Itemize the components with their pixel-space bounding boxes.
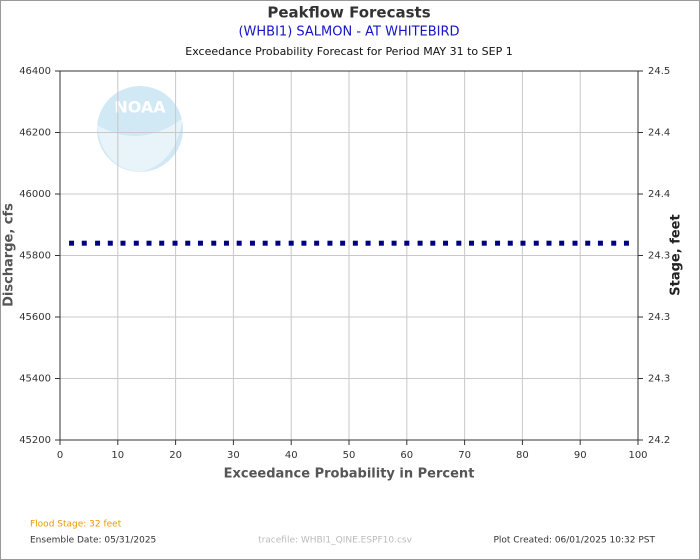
point <box>533 240 539 246</box>
tracefile: tracefile: WHBI1_QINE.ESPF10.csv <box>258 536 413 546</box>
y-tick-label: 46400 <box>19 66 51 77</box>
y2-tick-label: 24.2 <box>648 435 670 446</box>
x-tick-label: 60 <box>400 450 413 461</box>
chart-caption: Exceedance Probability Forecast for Peri… <box>185 45 512 58</box>
point <box>352 240 358 246</box>
point <box>288 240 294 246</box>
point <box>159 240 165 246</box>
point <box>211 240 217 246</box>
point <box>417 240 423 246</box>
y2-tick-label: 24.4 <box>648 189 670 200</box>
x-tick-label: 70 <box>458 450 471 461</box>
x-tick-label: 50 <box>343 450 356 461</box>
point <box>107 240 113 246</box>
point <box>378 240 384 246</box>
flood-stage: Flood Stage: 32 feet <box>30 520 122 530</box>
point <box>469 240 475 246</box>
point <box>81 240 87 246</box>
x-axis-label: Exceedance Probability in Percent <box>224 467 475 482</box>
point <box>365 240 371 246</box>
y2-axis-label: Stage, feet <box>669 214 684 295</box>
point <box>572 240 578 246</box>
point <box>430 240 436 246</box>
y-tick-label: 45600 <box>19 312 51 323</box>
point <box>546 240 552 246</box>
x-tick-label: 0 <box>57 450 63 461</box>
point <box>301 240 307 246</box>
point <box>507 240 513 246</box>
y2-tick-label: 24.3 <box>648 312 670 323</box>
point <box>611 240 617 246</box>
point <box>146 240 152 246</box>
point <box>520 240 526 246</box>
x-tick-label: 90 <box>574 450 587 461</box>
y2-tick-label: 24.3 <box>648 251 670 262</box>
point <box>275 240 281 246</box>
point <box>172 240 178 246</box>
point <box>236 240 242 246</box>
y-tick-label: 45400 <box>19 374 51 385</box>
point <box>404 240 410 246</box>
point <box>249 240 255 246</box>
point <box>120 240 126 246</box>
plot-created: Plot Created: 06/01/2025 10:32 PST <box>493 536 655 546</box>
point <box>327 240 333 246</box>
chart-subtitle: (WHBI1) SALMON - AT WHITEBIRD <box>238 25 459 40</box>
point <box>559 240 565 246</box>
chart-title: Peakflow Forecasts <box>267 4 430 22</box>
noaa-logo: NOAA <box>97 86 183 172</box>
point <box>223 240 229 246</box>
point <box>262 240 268 246</box>
x-tick-label: 20 <box>169 450 182 461</box>
x-tick-label: 80 <box>516 450 529 461</box>
y-tick-label: 45200 <box>19 435 51 446</box>
y-tick-label: 45800 <box>19 251 51 262</box>
point <box>391 240 397 246</box>
x-tick-label: 10 <box>111 450 124 461</box>
point <box>69 240 75 246</box>
y-tick-label: 46200 <box>19 128 51 139</box>
point <box>340 240 346 246</box>
y-tick-label: 46000 <box>19 189 51 200</box>
y-axis-label: Discharge, cfs <box>2 203 17 307</box>
x-tick-label: 30 <box>227 450 240 461</box>
y2-tick-label: 24.3 <box>648 374 670 385</box>
point <box>95 240 101 246</box>
point <box>443 240 449 246</box>
point <box>623 240 629 246</box>
point <box>185 240 191 246</box>
logo-gull <box>97 118 183 172</box>
logo-circle <box>97 86 183 172</box>
x-tick-label: 100 <box>628 450 647 461</box>
logo-text: NOAA <box>114 98 166 117</box>
point <box>495 240 501 246</box>
plot-border <box>59 70 639 441</box>
point <box>314 240 320 246</box>
point <box>456 240 462 246</box>
ensemble-date: Ensemble Date: 05/31/2025 <box>30 536 156 546</box>
x-tick-label: 40 <box>285 450 298 461</box>
point <box>585 240 591 246</box>
point <box>197 240 203 246</box>
point <box>133 240 139 246</box>
point <box>481 240 487 246</box>
y2-tick-label: 24.4 <box>648 128 670 139</box>
point <box>597 240 603 246</box>
y2-tick-label: 24.5 <box>648 66 670 77</box>
